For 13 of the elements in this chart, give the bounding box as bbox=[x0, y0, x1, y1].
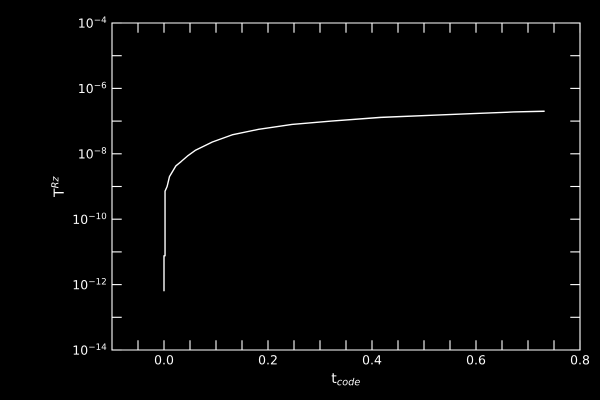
x-tick-label: 0.8 bbox=[570, 355, 590, 365]
y-axis-title: T$^{Rz}$ bbox=[51, 176, 64, 198]
x-tick-label: 0.0 bbox=[154, 355, 174, 365]
x-tick-label: 0.4 bbox=[362, 355, 382, 365]
y-tick-label: 10$^{−12}$ bbox=[74, 278, 106, 290]
x-tick-label: 0.6 bbox=[466, 355, 486, 365]
x-tick-label: 0.2 bbox=[258, 355, 277, 365]
y-tick-label: 10$^{−4}$ bbox=[79, 16, 106, 28]
x-axis-title: t$_{code}$ bbox=[332, 373, 360, 386]
y-tick-label: 10$^{−8}$ bbox=[79, 147, 106, 159]
y-tick-label: 10$^{−10}$ bbox=[74, 212, 106, 224]
y-tick-label: 10$^{−6}$ bbox=[79, 82, 106, 94]
y-tick-label: 10$^{−14}$ bbox=[74, 344, 106, 355]
